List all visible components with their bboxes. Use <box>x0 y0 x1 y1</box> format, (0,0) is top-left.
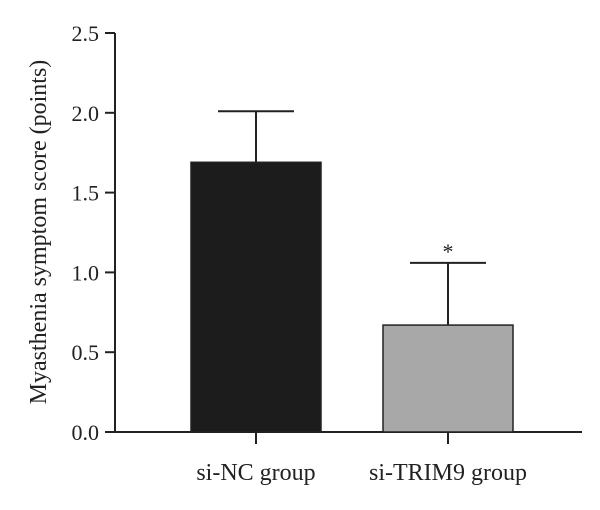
y-tick-label: 0.5 <box>72 340 100 365</box>
x-tick-label: si-TRIM9 group <box>369 460 527 486</box>
x-tick-label: si-NC group <box>196 460 315 486</box>
y-tick-label: 0.0 <box>72 420 100 445</box>
bar-si-nc <box>190 161 322 433</box>
bar-si-trim9 <box>382 324 514 433</box>
significance-marker: * <box>443 239 454 264</box>
y-tick-label: 1.5 <box>72 181 100 206</box>
plot-area: 0.0 0.5 1.0 1.5 2.0 2.5 si-NC group si-TRIM9 gr… <box>72 21 582 486</box>
y-axis-title: Myasthenia symptom score (points) <box>26 60 52 405</box>
y-tick-label: 2.5 <box>72 21 100 46</box>
y-tick-label: 2.0 <box>72 101 100 126</box>
y-tick-label: 1.0 <box>72 260 100 285</box>
